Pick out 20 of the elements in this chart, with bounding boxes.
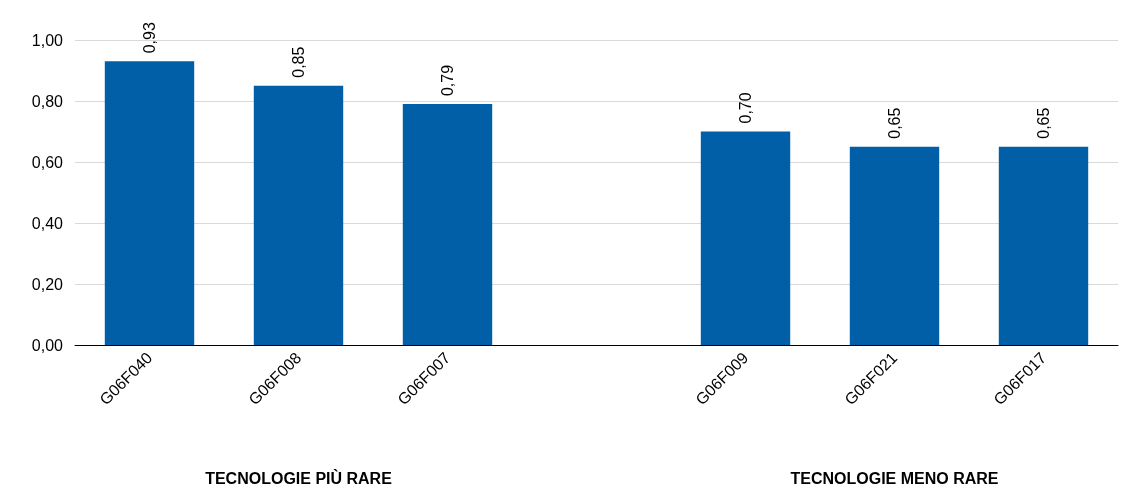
bar: [998, 146, 1089, 345]
y-tick-label: 0,20: [31, 275, 64, 293]
bar: [700, 131, 791, 345]
y-tick-label: 0,80: [31, 92, 64, 110]
y-tick-label: 0,00: [31, 336, 64, 354]
y-tick-label: 0,60: [31, 153, 64, 171]
bar: [253, 85, 344, 345]
data-label: 0,93: [141, 22, 158, 54]
bar: [402, 104, 493, 345]
bar: [104, 61, 195, 345]
text: TECNOLOGIE PIÙ RARE: [205, 468, 393, 487]
data-label: 0,70: [737, 92, 754, 124]
text: TECNOLOGIE MENO RARE: [790, 469, 999, 487]
bar: [849, 146, 940, 345]
y-tick-label: 0,40: [31, 214, 64, 232]
data-label: 0,65: [1035, 107, 1052, 139]
y-tick-label: 1,00: [31, 31, 64, 49]
data-label: 0,85: [290, 46, 307, 78]
data-label: 0,79: [439, 64, 456, 97]
data-label: 0,65: [886, 107, 903, 139]
